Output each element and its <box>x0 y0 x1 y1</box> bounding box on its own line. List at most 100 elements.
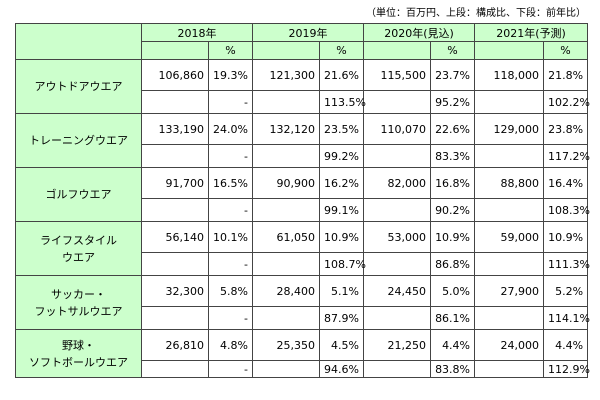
yoy-cell: 83.8% <box>429 360 476 378</box>
category-label-line: ライフスタイル <box>40 233 117 247</box>
category-label-line: ソフトボールウエア <box>29 355 128 369</box>
yoy-cell: 111.3% <box>543 252 590 276</box>
share-cell: 5.2% <box>543 275 589 307</box>
value-cell: 59,000 <box>474 221 545 253</box>
unit-note: （単位：百万円、上段：構成比、下段：前年比） <box>366 8 586 19</box>
share-cell: 21.8% <box>543 59 589 91</box>
share-cell: 4.8% <box>208 329 253 361</box>
share-cell: 23.8% <box>543 113 589 145</box>
yoy-cell: 95.2% <box>429 90 476 114</box>
value-cell: 106,860 <box>141 59 209 91</box>
yoy-cell: - <box>208 144 253 168</box>
yoy-cell: 112.9% <box>543 360 590 378</box>
blank-cell <box>141 360 209 378</box>
category-row-lower: - 108.7% 86.8% 111.3% <box>16 252 590 276</box>
category-row-upper: サッカー・ フットサルウエア 32,300 5.8% 28,400 5.1% 24,450 5… <box>15 275 589 330</box>
value-subheader <box>252 41 320 60</box>
blank-cell <box>474 360 545 378</box>
year-header: 2019年 <box>252 23 364 42</box>
blank-cell <box>474 198 545 222</box>
category-label-line: フットサルウエア <box>34 304 123 318</box>
value-subheader <box>363 41 431 60</box>
category-label: ライフスタイル ウエア <box>15 221 142 276</box>
value-cell: 56,140 <box>141 221 209 253</box>
share-cell: 21.6% <box>319 59 364 91</box>
yoy-cell: 117.2% <box>543 144 590 168</box>
share-cell: 5.1% <box>319 275 364 307</box>
yoy-cell: 86.1% <box>429 306 476 330</box>
year-header-row: 2018年 2019年 2020年(見込) 2021年(予測) <box>15 23 589 60</box>
category-label-line: サッカー・ <box>51 287 106 301</box>
year-header: 2020年(見込) <box>362 23 476 42</box>
blank-cell <box>252 198 320 222</box>
category-label: サッカー・フットサルウエア <box>15 275 142 330</box>
value-cell: 90,900 <box>252 167 320 199</box>
yoy-cell: 99.1% <box>319 198 364 222</box>
value-subheader <box>474 41 545 60</box>
blank-cell <box>474 90 545 114</box>
blank-cell <box>363 360 431 378</box>
category-row-lower: - 113.5% 95.2% 102.2% <box>16 90 590 114</box>
value-cell: 133,190 <box>141 113 209 145</box>
value-cell: 82,000 <box>363 167 431 199</box>
blank-cell <box>141 198 209 222</box>
share-cell: 16.8% <box>429 167 476 199</box>
value-subheader <box>141 41 209 60</box>
value-cell: 110,070 <box>363 113 431 145</box>
blank-cell <box>252 144 320 168</box>
value-cell: 132,120 <box>252 113 320 145</box>
value-cell: 27,900 <box>474 275 545 307</box>
category-row-upper: アウトドアウエア 106,860 19.3% 121,300 21.6% 115,500 2… <box>15 59 589 114</box>
value-cell: 61,050 <box>252 221 320 253</box>
blank-cell <box>141 90 209 114</box>
blank-cell <box>474 144 545 168</box>
value-cell: 118,000 <box>474 59 545 91</box>
year-header: 2018年 <box>141 23 253 42</box>
category-label-line: トレーニングウエア <box>29 134 128 147</box>
blank-cell <box>252 306 320 330</box>
yoy-cell: 113.5% <box>319 90 366 114</box>
percent-subheader: % <box>208 41 253 60</box>
yoy-cell: - <box>208 360 253 378</box>
category-row-lower: - 87.9% 86.1% 114.1% <box>16 306 590 330</box>
share-cell: 4.4% <box>429 329 476 361</box>
yoy-cell: 114.1% <box>543 306 590 330</box>
blank-cell <box>252 90 320 114</box>
yoy-cell: 86.8% <box>429 252 476 276</box>
blank-cell <box>141 306 209 330</box>
share-cell: 23.5% <box>319 113 364 145</box>
category-label-line: ウエア <box>62 250 95 264</box>
category-label: アウトドアウエア <box>15 59 142 114</box>
value-cell: 21,250 <box>363 329 431 361</box>
blank-cell <box>363 144 431 168</box>
category-row-upper: ゴルフウエア 91,700 16.5% 90,900 16.2% 82,000 16.8% 8… <box>15 167 589 222</box>
blank-cell <box>363 198 431 222</box>
blank-cell <box>363 252 431 276</box>
value-cell: 91,700 <box>141 167 209 199</box>
value-cell: 24,450 <box>363 275 431 307</box>
yoy-cell: - <box>208 252 253 276</box>
percent-subheader: % <box>429 41 476 60</box>
value-cell: 53,000 <box>363 221 431 253</box>
category-row-upper: ライフスタイル ウエア 56,140 10.1% 61,050 10.9% 53,000 10… <box>15 221 589 276</box>
category-label-line: アウトドアウエア <box>34 80 123 93</box>
percent-subheader: % <box>543 41 589 60</box>
share-cell: 10.9% <box>319 221 364 253</box>
blank-cell <box>474 306 545 330</box>
share-cell: 19.3% <box>208 59 253 91</box>
market-size-table: 2018年 2019年 2020年(見込) 2021年(予測) % % % % … <box>15 23 590 378</box>
yoy-cell: 90.2% <box>429 198 476 222</box>
category-label: ゴルフウエア <box>15 167 142 222</box>
category-label: 野球・ ソフトボールウエア <box>15 329 142 378</box>
value-cell: 129,000 <box>474 113 545 145</box>
yoy-cell: - <box>208 306 253 330</box>
category-label: トレーニングウエア <box>15 113 142 168</box>
yoy-cell: - <box>208 198 253 222</box>
blank-cell <box>474 252 545 276</box>
percent-subheader: % <box>319 41 364 60</box>
share-cell: 16.4% <box>543 167 589 199</box>
yoy-cell: 99.2% <box>319 144 364 168</box>
value-cell: 28,400 <box>252 275 320 307</box>
blank-cell <box>363 90 431 114</box>
